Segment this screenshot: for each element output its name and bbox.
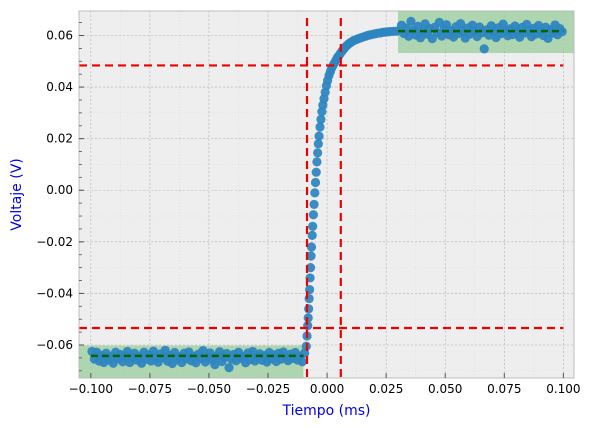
y-tick-label: 0.02 (46, 132, 73, 146)
data-point (306, 251, 316, 261)
data-point (308, 221, 318, 231)
x-tick-label: 0.025 (369, 382, 403, 396)
x-tick-label: −0.075 (128, 382, 172, 396)
x-tick-label: −0.100 (69, 382, 113, 396)
data-point (479, 44, 489, 54)
y-tick-label: −0.04 (36, 286, 73, 300)
data-point (309, 199, 319, 210)
x-tick-label: 0.075 (487, 382, 521, 396)
x-tick-label: −0.025 (246, 382, 290, 396)
data-point (434, 17, 444, 27)
y-tick-label: 0.04 (46, 80, 73, 94)
data-point (224, 363, 234, 373)
data-point (308, 210, 318, 220)
data-point (314, 131, 324, 141)
data-point (455, 19, 466, 29)
green-mean-lines (90, 29, 564, 358)
y-tick-label: 0.00 (46, 183, 73, 197)
data-point (310, 177, 321, 188)
data-point (305, 263, 316, 273)
data-point (307, 230, 317, 240)
data-point (304, 304, 314, 314)
data-point (315, 122, 325, 132)
data-point (311, 167, 321, 177)
data-point (313, 139, 323, 149)
grid-lines (79, 11, 574, 378)
data-point (198, 346, 208, 356)
data-point (406, 16, 416, 26)
data-point (306, 242, 317, 252)
y-axis-label: Voltaje (V) (9, 158, 25, 230)
data-point (498, 19, 508, 29)
data-point (303, 313, 313, 323)
data-point (313, 148, 323, 158)
red-threshold-lines (79, 18, 564, 378)
data-point (210, 359, 220, 370)
data-point (312, 157, 322, 167)
data-point (316, 114, 326, 124)
data-point (310, 188, 320, 198)
x-tick-label: −0.050 (187, 382, 231, 396)
x-tick-label: 0.050 (428, 382, 462, 396)
y-tick-label: 0.06 (46, 29, 73, 43)
x-axis-label: Tiempo (ms) (281, 403, 370, 419)
data-point (557, 27, 567, 37)
x-tick-label: 0.100 (546, 382, 580, 396)
data-point (148, 346, 159, 356)
data-point (297, 357, 307, 367)
x-tick-label: 0.000 (310, 382, 344, 396)
x-axis-ticks: −0.100 −0.075 −0.050 −0.025 0.000 0.025 0.050 0… (69, 373, 581, 396)
plot-frame (78, 10, 575, 379)
y-tick-label: −0.06 (36, 338, 73, 352)
y-tick-label: −0.02 (36, 235, 73, 249)
y-axis-ticks: −0.06 −0.04 −0.02 0.00 0.02 0.04 0.06 (36, 22, 84, 372)
